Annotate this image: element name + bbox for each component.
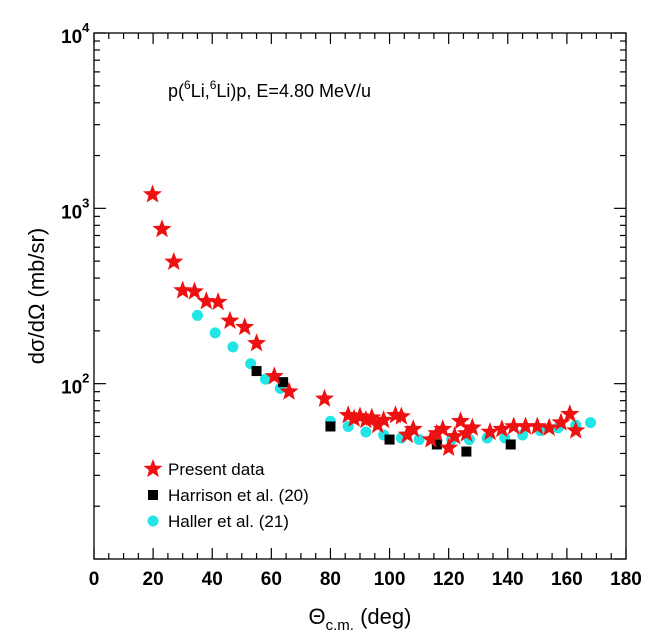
data-point xyxy=(251,366,262,377)
data-point xyxy=(325,421,336,432)
data-point xyxy=(344,408,364,427)
data-point xyxy=(445,426,465,445)
data-point xyxy=(461,446,472,457)
data-point xyxy=(456,423,476,442)
data-point xyxy=(173,280,193,299)
data-point xyxy=(191,309,203,321)
series-square xyxy=(251,366,516,457)
x-tick-label: 80 xyxy=(320,569,341,590)
data-point xyxy=(143,184,162,203)
data-point xyxy=(527,416,547,435)
data-point xyxy=(451,411,470,430)
data-point xyxy=(566,420,586,439)
data-point xyxy=(439,437,459,456)
y-tick-label: 103 xyxy=(61,195,89,223)
x-tick-label: 60 xyxy=(261,569,282,590)
x-tick-label: 140 xyxy=(492,569,524,590)
data-point xyxy=(196,291,216,310)
legend-label-haller: Haller et al. (21) xyxy=(168,512,289,531)
data-point xyxy=(185,281,204,300)
x-tick-label: 160 xyxy=(551,569,583,590)
data-point xyxy=(517,429,529,441)
legend-label-present-data: Present data xyxy=(168,460,265,479)
data-point xyxy=(433,419,453,438)
series-layer xyxy=(143,184,597,457)
y-tick-label: 102 xyxy=(61,371,89,399)
annotation: p(6Li,6Li)p, E=4.80 MeV/u xyxy=(168,78,371,101)
data-point xyxy=(164,251,184,270)
data-point xyxy=(356,410,376,429)
data-point xyxy=(374,410,394,429)
legend-marker-circle xyxy=(147,515,159,527)
data-point xyxy=(152,219,172,238)
data-point xyxy=(247,333,267,352)
data-point xyxy=(362,407,382,426)
data-point xyxy=(384,434,395,445)
data-point xyxy=(368,415,388,434)
y-tick-labels: 102 103 104 xyxy=(61,20,90,399)
x-tick-labels: 0 20 40 60 80 100 120 140 160 180 xyxy=(89,569,642,590)
data-point xyxy=(279,381,299,400)
ticks xyxy=(93,32,627,560)
x-tick-label: 20 xyxy=(143,569,164,590)
y-tick-label: 104 xyxy=(61,20,90,48)
data-point xyxy=(391,406,411,425)
x-tick-label: 100 xyxy=(374,569,406,590)
data-point xyxy=(516,416,535,435)
x-axis-title: Θc.m. (deg) xyxy=(309,604,412,634)
data-point xyxy=(264,366,284,385)
data-point xyxy=(338,405,358,424)
legend-symbol xyxy=(147,515,159,527)
plot-frame xyxy=(93,32,627,560)
x-tick-label: 40 xyxy=(202,569,223,590)
data-point xyxy=(315,388,334,407)
data-point xyxy=(413,434,425,446)
data-point xyxy=(480,422,500,441)
data-point xyxy=(462,417,482,436)
legend-label-harrison: Harrison et al. (20) xyxy=(168,486,309,505)
data-point xyxy=(208,292,228,311)
x-tick-label: 180 xyxy=(610,569,642,590)
data-point xyxy=(360,426,372,438)
legend-marker-square xyxy=(148,490,158,500)
data-point xyxy=(209,327,221,339)
series-star xyxy=(143,184,586,456)
x-tick-label: 120 xyxy=(433,569,465,590)
data-point xyxy=(505,439,516,450)
data-point xyxy=(585,417,597,429)
data-point xyxy=(560,404,580,423)
legend: Present data Harrison et al. (20) Haller… xyxy=(143,459,309,531)
data-point xyxy=(403,419,423,438)
data-point xyxy=(421,429,441,448)
legend-symbol xyxy=(148,490,158,500)
data-point xyxy=(220,310,240,329)
legend-symbol xyxy=(143,459,163,478)
data-point xyxy=(259,373,271,385)
data-point xyxy=(427,423,447,442)
data-point xyxy=(539,417,559,436)
data-point xyxy=(492,419,512,438)
data-point xyxy=(504,416,524,435)
x-tick-label: 0 xyxy=(89,569,100,590)
legend-marker-star xyxy=(143,459,163,478)
data-point xyxy=(227,341,239,353)
series-circle xyxy=(191,309,597,449)
data-point xyxy=(431,439,442,450)
data-point xyxy=(235,317,255,336)
data-point xyxy=(278,377,289,388)
data-point xyxy=(397,424,417,443)
data-point xyxy=(350,406,370,425)
y-axis-title: dσ/dΩ (mb/sr) xyxy=(24,228,49,364)
data-point xyxy=(551,412,571,431)
